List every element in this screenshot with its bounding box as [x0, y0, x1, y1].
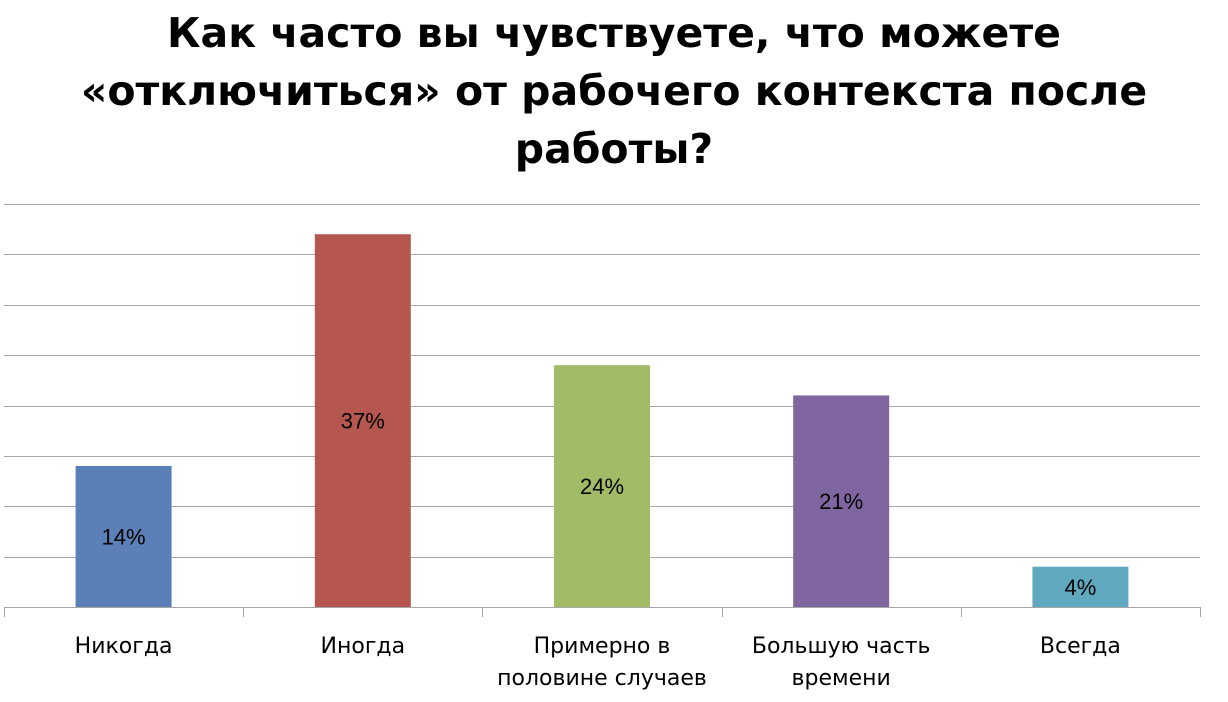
bar: [1032, 566, 1129, 607]
bar: [75, 465, 172, 607]
x-tick-label: Большую часть времени: [731, 631, 951, 695]
bar: [314, 234, 411, 607]
x-tick-label-line: времени: [791, 666, 891, 691]
x-tick-label: Иногда: [253, 631, 473, 663]
x-tick-label-line: Иногда: [320, 634, 406, 659]
chart-title-line-2: «отключиться» от рабочего контекста посл…: [80, 67, 1148, 115]
data-label: 37%: [341, 409, 385, 434]
x-tick-label: Никогда: [14, 631, 234, 663]
x-tick-label-line: половине случаев: [497, 666, 707, 691]
data-label: 4%: [1065, 575, 1097, 600]
chart-title: Как часто вы чувствуете, что можете «отк…: [0, 4, 1228, 178]
x-tick-label-line: Всегда: [1039, 634, 1121, 659]
bar: [793, 395, 890, 607]
x-tick-label: Примерно в половине случаев: [492, 631, 712, 695]
x-axis: [4, 607, 1201, 617]
x-tick-label-line: Никогда: [74, 634, 173, 659]
data-labels: 14% 37% 24% 21% 4%: [102, 409, 1097, 600]
data-label: 24%: [580, 474, 624, 499]
x-tick-label-line: Примерно в: [533, 634, 671, 659]
chart-title-line-1: Как часто вы чувствуете, что можете: [167, 9, 1061, 57]
chart-title-line-3: работы?: [514, 125, 714, 173]
x-tick-label: Всегда: [970, 631, 1190, 663]
bar: [554, 365, 650, 607]
x-tick-label-line: Большую часть: [751, 634, 931, 659]
bars: [75, 234, 1129, 607]
data-label: 14%: [102, 524, 146, 549]
data-label: 21%: [819, 489, 863, 514]
